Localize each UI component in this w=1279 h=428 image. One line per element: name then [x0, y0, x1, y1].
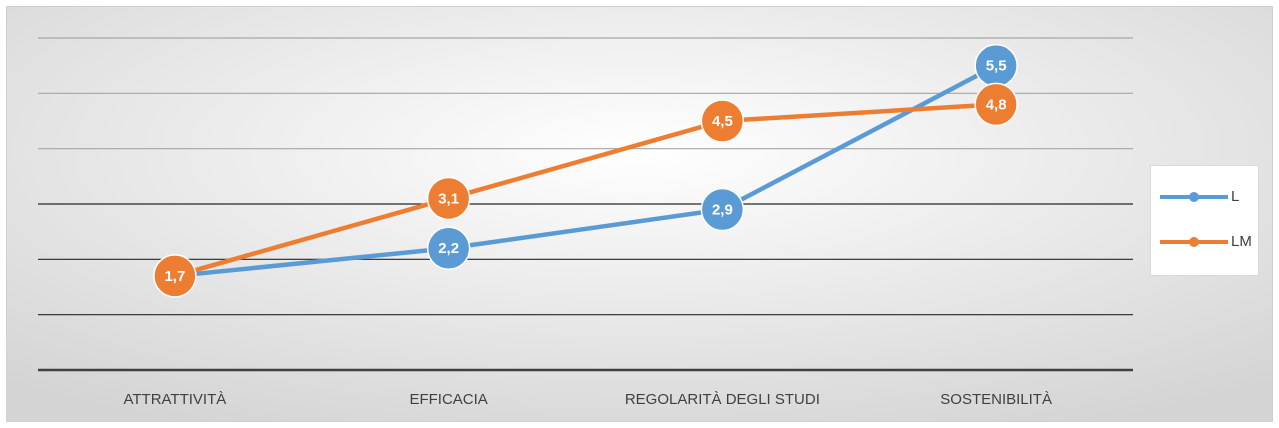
- series-line: [174, 63, 998, 279]
- x-tick-label: SOSTENIBILITÀ: [940, 391, 1052, 408]
- series-line: [174, 102, 997, 279]
- data-point: [700, 187, 745, 232]
- data-point: [700, 99, 745, 143]
- x-tick-label: EFFICACIA: [409, 391, 487, 408]
- x-tick-label: REGOLARITÀ DEGLI STUDI: [625, 391, 820, 408]
- data-label: 4,8: [986, 96, 1007, 113]
- legend-box: [1150, 165, 1259, 276]
- legend-marker: [1189, 237, 1199, 247]
- data-point: [426, 176, 471, 221]
- data-point: [426, 226, 471, 271]
- x-tick-label: ATTRATTIVITÀ: [123, 391, 226, 408]
- legend-label: L: [1231, 188, 1239, 205]
- data-point: [974, 82, 1018, 127]
- data-label: 2,2: [438, 240, 459, 257]
- data-label: 1,7: [164, 268, 185, 285]
- data-point: [153, 254, 197, 298]
- legend-label: LM: [1231, 233, 1252, 250]
- chart-background: [6, 6, 1273, 422]
- data-label: 5,5: [986, 58, 1007, 75]
- data-label: 3,1: [438, 190, 459, 207]
- data-label: 4,5: [712, 113, 733, 130]
- data-label: 2,9: [712, 202, 733, 219]
- legend-marker: [1189, 192, 1199, 202]
